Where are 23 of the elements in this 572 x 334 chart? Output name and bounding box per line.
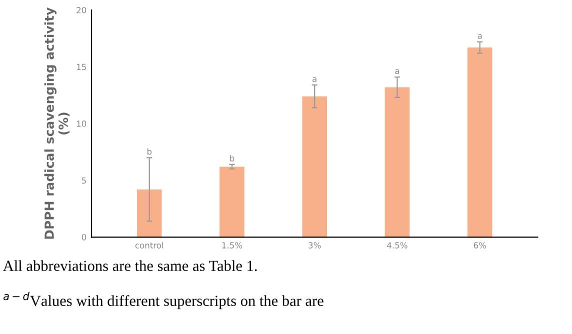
annotation: a	[478, 34, 482, 39]
annotation: b	[230, 155, 234, 162]
bar	[384, 87, 410, 238]
x-tick-label: 3%	[308, 242, 321, 248]
y-tick-label: 20	[76, 7, 86, 14]
x-tick-label: control	[135, 242, 164, 248]
annotation: b	[147, 148, 152, 155]
bar	[467, 47, 492, 238]
x-tick-label: 1.5%	[222, 242, 242, 248]
text: All abbreviations are the same as Table 1.	[3, 260, 257, 272]
x-tick-label: 6%	[474, 242, 486, 248]
x-tick-label: 4.5%	[387, 242, 408, 248]
y-tick-label: 10	[76, 120, 86, 127]
annotation: a	[395, 69, 400, 74]
annotation: a	[312, 77, 316, 82]
y-axis-title: DPPH radical scavenging activity (%)	[44, 7, 70, 239]
y-tick-label: 5	[82, 177, 86, 184]
y-tick-label: 15	[76, 64, 86, 70]
y-tick-label: 0	[82, 234, 86, 240]
bar	[220, 166, 244, 238]
bar	[136, 189, 162, 238]
bar	[302, 96, 327, 238]
text: $^{a−d}$Values with different superscripts on the bar are	[3, 292, 324, 310]
